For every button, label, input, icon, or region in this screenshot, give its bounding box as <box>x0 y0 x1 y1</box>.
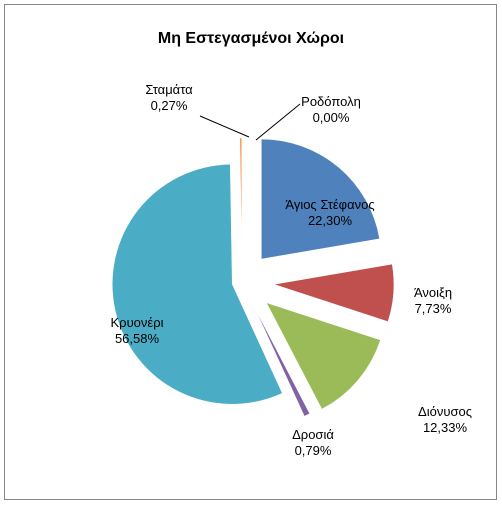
value-label: 0,79% <box>294 443 332 458</box>
pie-slice <box>273 263 395 322</box>
category-label: Σταμάτα <box>145 82 193 97</box>
category-label: Άγιος Στέφανος <box>285 197 375 212</box>
category-label: Διόνυσος <box>418 404 472 419</box>
leader-line <box>255 103 301 141</box>
category-label: Άνοιξη <box>413 285 453 300</box>
pie-slice <box>261 138 380 260</box>
chart-border <box>4 4 497 500</box>
data-label: Διόνυσος 12,33% <box>400 404 490 436</box>
data-label: Δροσιά 0,79% <box>268 427 358 459</box>
data-label: Σταμάτα 0,27% <box>124 82 214 114</box>
value-label: 56,58% <box>114 331 160 346</box>
category-label: Κρυονέρι <box>110 315 164 330</box>
value-label: 22,30% <box>307 213 353 228</box>
category-label: Ροδόπολη <box>301 94 361 109</box>
data-label: Κρυονέρι 56,58% <box>92 315 182 347</box>
category-label: Δροσιά <box>292 427 334 442</box>
value-label: 7,73% <box>414 301 452 316</box>
value-label: 0,00% <box>312 110 350 125</box>
chart-title: Μη Εστεγασμένοι Χώροι <box>157 30 345 47</box>
leader-line <box>199 115 250 138</box>
data-label: Ροδόπολη 0,00% <box>286 94 376 126</box>
pie-slice <box>112 163 283 405</box>
data-label: Άνοιξη 7,73% <box>388 285 478 317</box>
pie-slice <box>265 302 381 410</box>
data-label: Άγιος Στέφανος 22,30% <box>285 197 375 229</box>
value-label: 0,27% <box>150 98 188 113</box>
pie-slice <box>254 307 311 417</box>
value-label: 12,33% <box>422 420 468 435</box>
